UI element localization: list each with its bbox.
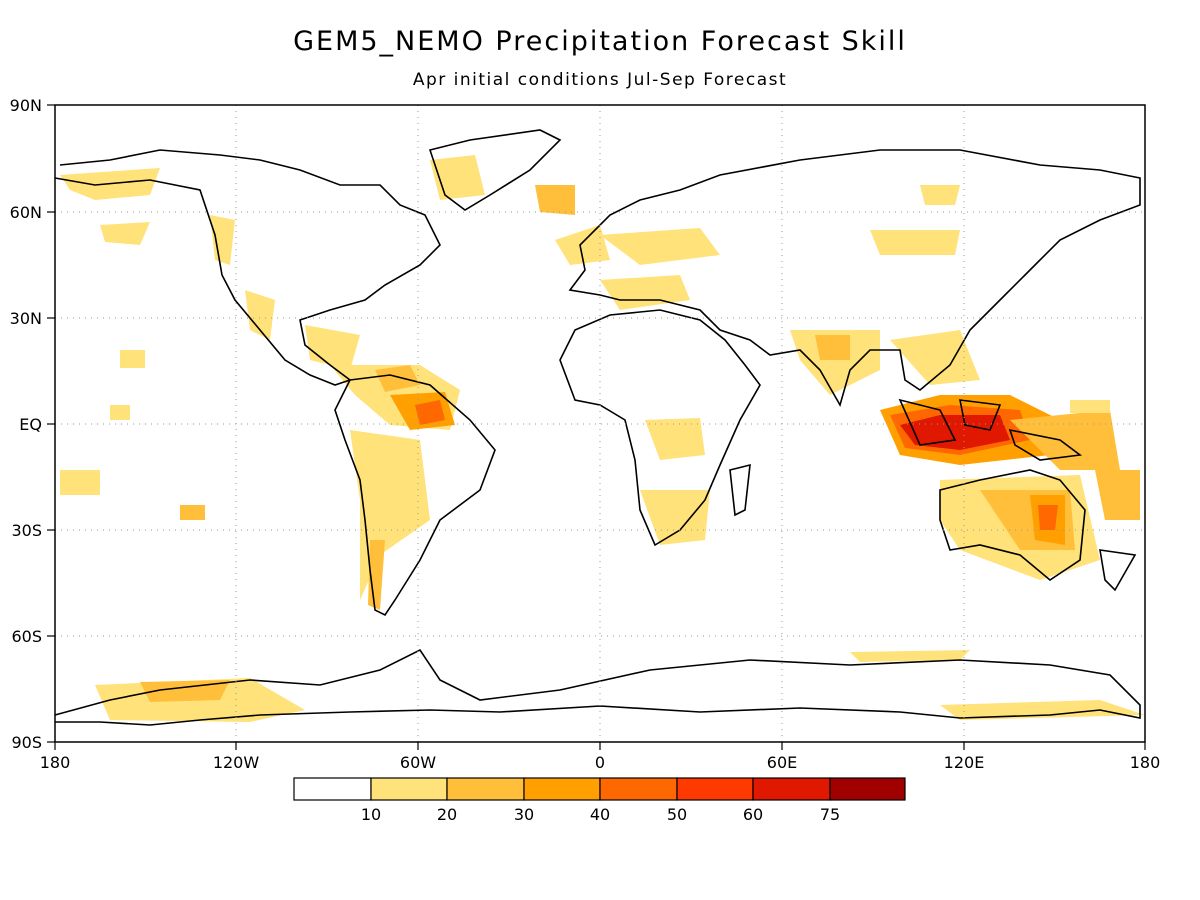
lon-label-60w: 60W <box>400 753 436 772</box>
shade-png <box>1010 410 1120 470</box>
gridlines <box>55 105 1145 742</box>
lat-label-60s: 60S <box>11 627 42 646</box>
colorbar-swatch-3 <box>523 777 601 801</box>
lon-label-60e: 60E <box>767 753 797 772</box>
shade-india <box>790 330 880 395</box>
colorbar-tick-20: 20 <box>437 805 457 824</box>
colorbar-tick-50: 50 <box>667 805 687 824</box>
shade-amazon-core <box>415 400 445 425</box>
lat-label-60n: 60N <box>10 203 42 222</box>
coast-madagascar <box>729 463 751 517</box>
tick-marks <box>47 104 1146 750</box>
colorbar: 10 20 30 40 50 60 75 <box>293 777 906 824</box>
colorbar-swatch-1 <box>370 777 448 801</box>
lon-label-180e: 180 <box>1130 753 1161 772</box>
shade-mexico <box>305 325 360 370</box>
shade-south-america <box>350 430 430 600</box>
shade-pacific-2 <box>120 350 145 368</box>
lat-label-30n: 30N <box>10 309 42 328</box>
colorbar-tick-30: 30 <box>514 805 534 824</box>
skill-shading <box>60 155 1145 722</box>
colorbar-swatch-0 <box>293 777 372 801</box>
coast-greenland <box>428 129 562 211</box>
colorbar-tick-10: 10 <box>361 805 381 824</box>
shade-central-africa <box>645 418 705 460</box>
shade-usa-w <box>245 290 275 340</box>
lat-label-30s: 30S <box>11 521 42 540</box>
coast-south-america <box>334 374 496 617</box>
shade-pacific-3 <box>180 505 205 520</box>
shade-se-asia <box>890 330 980 385</box>
shade-greenland-e <box>535 185 575 215</box>
shade-sw-pacific <box>1095 470 1140 520</box>
coast-eurasia <box>568 149 1141 408</box>
shade-pacific-5 <box>1070 400 1110 413</box>
shade-siberia <box>920 185 960 205</box>
colorbar-swatch-4 <box>599 777 678 801</box>
colorbar-swatch-5 <box>676 777 754 801</box>
coastlines <box>54 129 1141 726</box>
coast-sumatra <box>898 398 957 446</box>
shade-nordic <box>555 225 610 265</box>
shade-antarctica-e <box>940 700 1145 720</box>
map-title: GEM5_NEMO Precipitation Forecast Skill <box>293 26 907 57</box>
shade-nwpacific <box>100 222 150 245</box>
colorbar-swatch-7 <box>829 777 906 801</box>
shade-australia-core <box>1038 505 1058 530</box>
lon-label-120e: 120E <box>944 753 985 772</box>
shade-central-asia <box>870 230 960 255</box>
coast-antarctica <box>54 648 1141 726</box>
lat-label-90s: 90S <box>11 733 42 752</box>
colorbar-tick-75: 75 <box>820 805 840 824</box>
shade-india-core <box>815 335 850 360</box>
coast-new-zealand <box>1099 549 1137 592</box>
lon-label-120w: 120W <box>213 753 260 772</box>
lon-label-180w: 180 <box>40 753 71 772</box>
colorbar-swatch-6 <box>752 777 831 801</box>
coast-borneo <box>958 399 1002 431</box>
shade-venezuela <box>375 365 420 392</box>
lon-axis-labels: 180 120W 60W 0 60E 120E 180 <box>40 753 1161 772</box>
shade-europe <box>600 228 720 265</box>
colorbar-tick-40: 40 <box>590 805 610 824</box>
shade-pacific-1 <box>110 405 130 420</box>
coast-north-america <box>54 149 441 386</box>
map-subtitle: Apr initial conditions Jul-Sep Forecast <box>412 70 788 90</box>
shade-pacific-4 <box>60 470 100 495</box>
colorbar-swatch-2 <box>446 777 525 801</box>
shade-canada-w <box>210 215 235 265</box>
colorbar-tick-60: 60 <box>743 805 763 824</box>
lat-label-eq: EQ <box>19 415 42 434</box>
lat-label-90n: 90N <box>10 96 42 115</box>
coast-new-guinea <box>1008 428 1083 461</box>
coast-africa <box>559 309 761 547</box>
shade-antarctic-coast <box>850 650 970 662</box>
lon-label-0: 0 <box>595 753 605 772</box>
coast-australia <box>939 469 1086 581</box>
shade-south-africa <box>640 490 710 545</box>
shade-maritime-core <box>900 415 1010 450</box>
shade-greenland-w <box>430 155 485 200</box>
lat-axis-labels: 90N 60N 30N EQ 30S 60S 90S <box>10 96 42 752</box>
